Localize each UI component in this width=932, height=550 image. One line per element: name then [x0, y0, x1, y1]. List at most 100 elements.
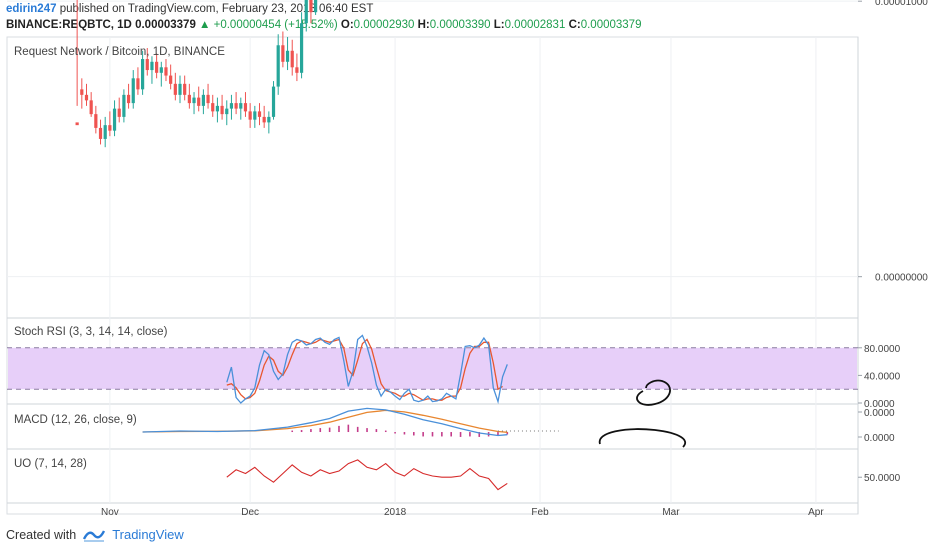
high-label: H:	[417, 19, 430, 31]
candle-body	[122, 94, 126, 117]
indicator-lines	[142, 334, 559, 491]
open-value: 0.00002930	[353, 19, 415, 31]
candle-body	[243, 103, 248, 112]
open-label: O:	[340, 19, 354, 31]
candle-body	[295, 67, 299, 73]
candle-body	[155, 61, 159, 73]
candle-body	[309, 0, 313, 13]
rsi-tick-label: 0.0000	[864, 399, 895, 410]
stoch-rsi-k-line	[226, 334, 508, 405]
candle-body	[108, 125, 112, 131]
candle-body	[94, 114, 98, 128]
candle-body	[201, 94, 205, 106]
macd-signal-line	[142, 409, 508, 433]
macd-tick-label: 0.0000	[864, 433, 895, 444]
candle-body	[150, 61, 154, 71]
candles	[75, 0, 318, 148]
candle-body	[117, 108, 121, 117]
candle-body	[276, 45, 280, 87]
candle-body	[126, 94, 131, 104]
author-name[interactable]: edirin247	[6, 3, 57, 15]
publish-info: edirin247 published on TradingView.com, …	[6, 3, 373, 15]
candle-body	[290, 50, 294, 68]
candle-body	[248, 111, 252, 120]
candle-body	[234, 103, 238, 109]
time-tick-label: 2018	[384, 507, 407, 518]
macd-title: MACD (12, 26, close, 9)	[14, 414, 137, 426]
candle-body	[140, 59, 145, 90]
symbol-label: BINANCE:REQBTC, 1D	[6, 19, 132, 31]
candle-body	[225, 108, 229, 115]
main-chart-title: Request Network / Bitcoin, 1D, BINANCE	[14, 46, 225, 58]
candle-body	[215, 105, 220, 112]
candle-body	[192, 97, 196, 104]
hand-drawn-annotations	[598, 379, 686, 448]
low-value: 0.00002831	[504, 19, 566, 31]
candle-body	[314, 0, 318, 13]
price-axis: 0.000080000.000070000.000060000.00005000…	[858, 0, 928, 484]
time-tick-label: Mar	[662, 507, 680, 518]
candle-body	[98, 127, 103, 139]
uo-tick-label: 50.0000	[864, 473, 901, 484]
candle-body	[103, 125, 107, 139]
candle-body	[187, 94, 191, 104]
candle-body	[131, 78, 135, 104]
candle-body	[267, 116, 271, 123]
candle-body	[257, 111, 262, 117]
created-with-text: Created with	[6, 527, 77, 542]
candle-body	[136, 78, 140, 90]
last-price: 0.00003379	[135, 19, 196, 31]
price-tick-label: 0.00000000	[875, 273, 928, 284]
time-tick-label: Feb	[531, 507, 549, 518]
candle-body	[80, 89, 84, 95]
candle-body	[159, 67, 163, 73]
candle-body	[253, 111, 257, 120]
candle-body	[304, 0, 308, 24]
time-tick-label: Dec	[241, 507, 259, 518]
candle-body	[178, 83, 182, 95]
rsi-tick-label: 80.0000	[864, 344, 901, 355]
candle-body	[239, 103, 243, 109]
published-text: published on TradingView.com, February 2…	[59, 3, 374, 15]
macd-line	[142, 407, 508, 437]
candle-body	[183, 83, 187, 95]
candle-body	[211, 103, 215, 112]
macd-tick-label: 0.0000	[864, 408, 895, 419]
candle-body	[173, 83, 177, 95]
candle-body	[229, 103, 234, 109]
candle-body	[164, 67, 168, 76]
candle-body	[285, 50, 290, 62]
symbol-quote: BINANCE:REQBTC, 1D 0.00003379 ▲ +0.00000…	[6, 19, 641, 31]
macd-circle-annotation	[598, 428, 686, 448]
candle-body	[206, 94, 210, 104]
candle-body	[145, 59, 149, 71]
stoch-rsi-title: Stoch RSI (3, 3, 14, 14, close)	[14, 326, 168, 338]
low-label: L:	[493, 19, 505, 31]
time-tick-label: Apr	[808, 507, 824, 518]
footer: Created with TradingView	[6, 527, 184, 542]
price-tick-label: 0.00001000	[875, 0, 928, 8]
close-value: 0.00003379	[580, 19, 642, 31]
candle-body	[89, 100, 93, 115]
candle-body	[271, 86, 276, 117]
candle-body	[220, 105, 224, 115]
uo-title: UO (7, 14, 28)	[14, 458, 87, 470]
stoch-rsi-band	[7, 347, 858, 390]
candle-body	[299, 23, 304, 73]
candle-body	[262, 116, 266, 123]
time-axis: Nov Dec 2018 Feb Mar Apr	[101, 507, 824, 518]
rsi-circle-annotation	[636, 379, 671, 406]
grid	[7, 0, 858, 503]
time-tick-label: Nov	[101, 507, 119, 518]
uo-line	[226, 459, 508, 491]
candle-body	[281, 45, 285, 62]
candle-body	[169, 75, 173, 84]
chart-frame	[6, 36, 859, 515]
close-label: C:	[568, 19, 581, 31]
candle-body	[197, 97, 201, 106]
candle-body	[75, 122, 79, 126]
tradingview-logo-icon	[83, 529, 106, 542]
rsi-band-fill	[8, 347, 857, 390]
tradingview-brand[interactable]: TradingView	[112, 527, 184, 542]
